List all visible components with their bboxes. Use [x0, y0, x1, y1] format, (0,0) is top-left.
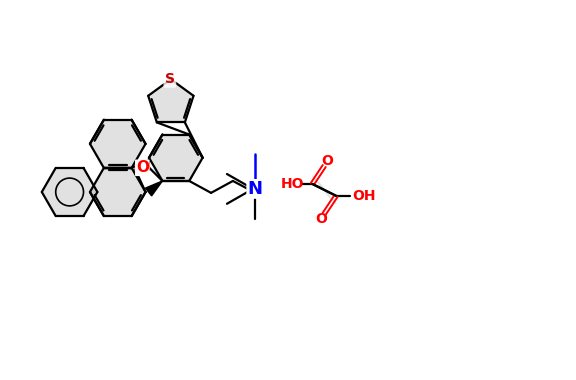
Polygon shape: [90, 120, 146, 168]
Text: HO: HO: [281, 177, 304, 191]
Polygon shape: [42, 168, 97, 216]
Polygon shape: [145, 181, 162, 196]
Text: O: O: [315, 212, 327, 226]
Text: O: O: [321, 154, 333, 168]
Polygon shape: [312, 176, 336, 204]
Polygon shape: [148, 79, 194, 122]
Polygon shape: [90, 168, 146, 216]
Text: O: O: [136, 160, 149, 175]
Text: N: N: [247, 180, 262, 198]
Text: S: S: [165, 72, 175, 86]
Text: OH: OH: [352, 189, 376, 203]
Polygon shape: [149, 135, 203, 181]
